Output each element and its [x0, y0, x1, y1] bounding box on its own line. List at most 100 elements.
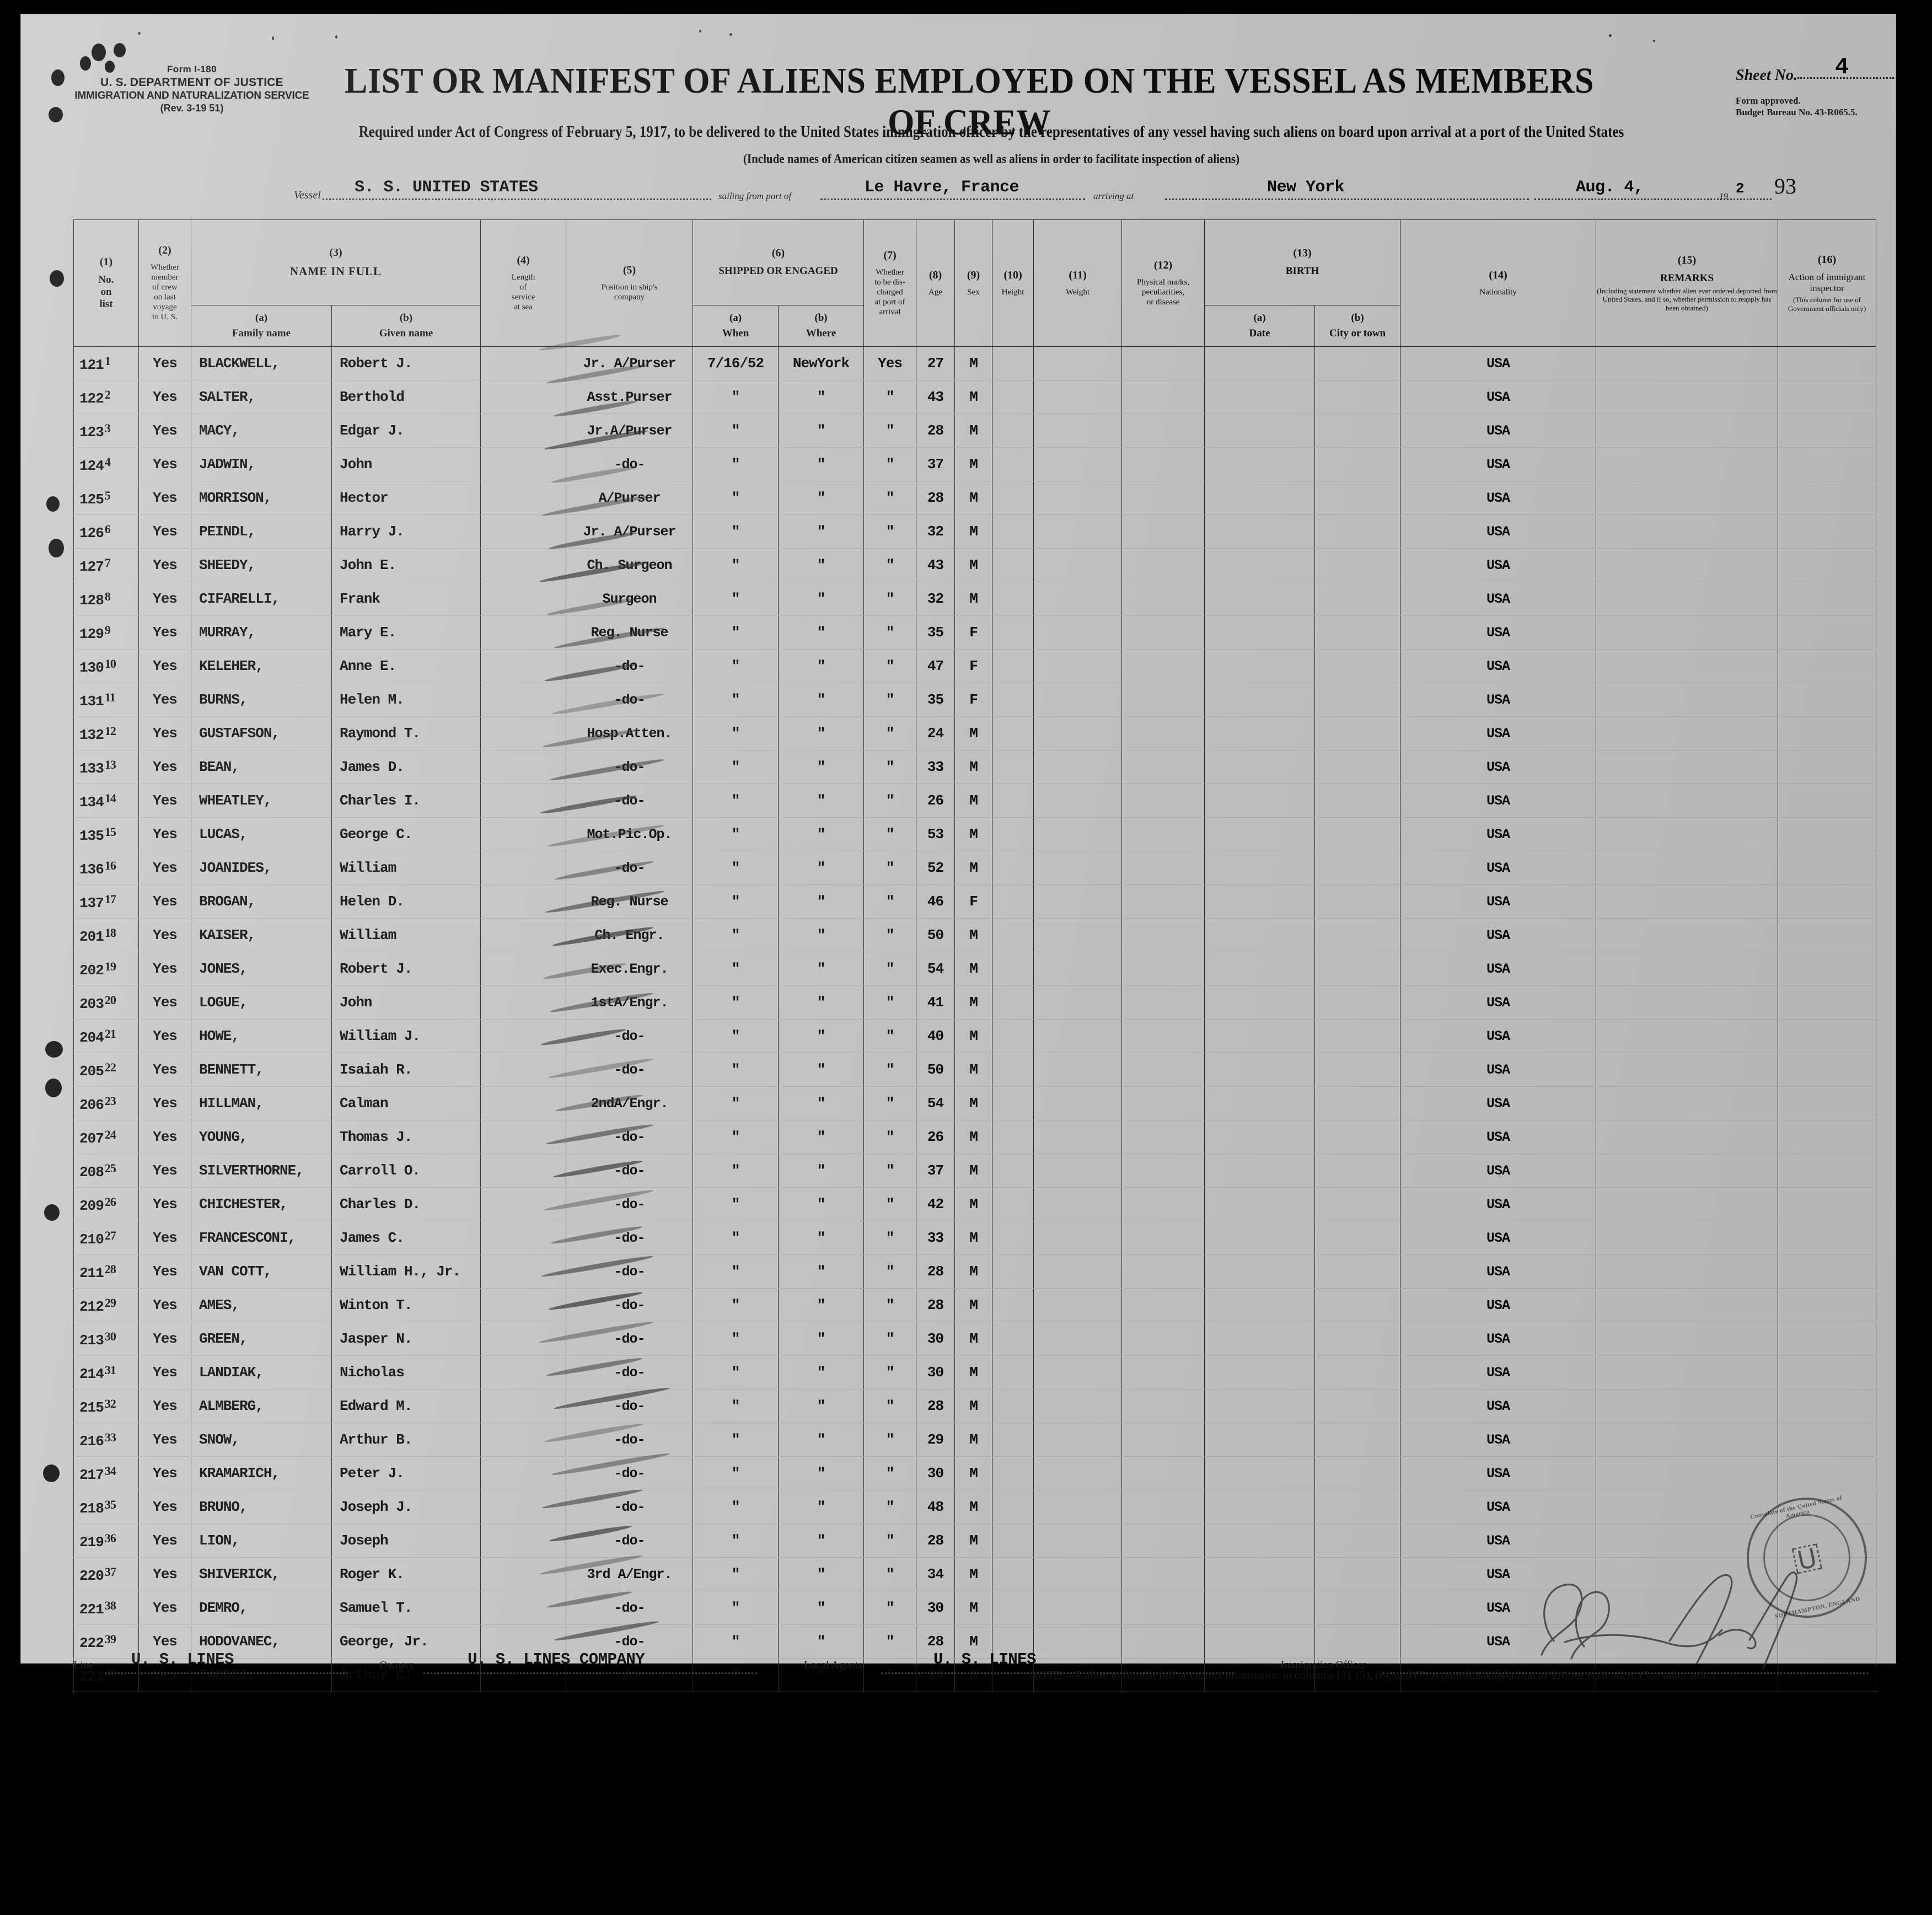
- cell-number: 22239: [73, 1624, 139, 1659]
- cell-sequence-number: 37: [104, 1564, 116, 1579]
- cell-position: -do-: [566, 1120, 694, 1154]
- cell-given-name: Raymond T.: [331, 716, 481, 750]
- col-header-crew-last-voyage: (2) Whether member of crew on last voyage to …: [138, 219, 191, 347]
- cell-shipped-where: ": [778, 380, 865, 414]
- cell-given-name: Samuel T.: [331, 1591, 481, 1625]
- cell-position: -do-: [566, 683, 694, 717]
- cell-number: 13515: [73, 817, 139, 851]
- cell-age: 33: [916, 1221, 956, 1255]
- cell-age: 30: [916, 1456, 956, 1490]
- cell-stamp-number: 223: [79, 1668, 104, 1685]
- col-header-given-name: (b) Given name: [331, 305, 481, 347]
- cell-crew-last-voyage: Yes: [138, 884, 191, 919]
- cell-length-of-service: [480, 716, 567, 750]
- cell-birth-city: [1314, 414, 1401, 448]
- col-sub-3a-label: Family name: [232, 328, 291, 339]
- cell-position: -do-: [566, 1355, 694, 1390]
- cell-position: Jr. A/Purser: [566, 514, 694, 549]
- agency-form-id: Form I-180 U. S. DEPARTMENT OF JUSTICE I…: [73, 64, 310, 114]
- cell-shipped-where: ": [778, 514, 865, 549]
- cell-number: 20522: [73, 1053, 139, 1087]
- cell-stamp-number: 213: [79, 1332, 104, 1349]
- cell-age: 24: [916, 1658, 956, 1692]
- cell-position: -do-: [566, 1322, 694, 1356]
- cell-sex: M: [954, 1221, 993, 1255]
- cell-weight: [1033, 514, 1123, 549]
- cell-discharge: ": [863, 1221, 917, 1255]
- col-sub-6b-label: Where: [806, 328, 836, 339]
- cell-family-name: BROGAN,: [191, 884, 332, 919]
- cell-crew-last-voyage: Yes: [138, 1624, 191, 1659]
- cell-nationality: USA: [1400, 481, 1597, 515]
- subtitle-statute: Required under Act of Congress of Februa…: [358, 124, 1624, 141]
- cell-birth-city: [1314, 1187, 1401, 1221]
- cell-remarks: [1596, 750, 1779, 784]
- cell-position: -do-: [566, 750, 694, 784]
- cell-given-name: Edgar J.: [331, 414, 481, 448]
- cell-birth-date: [1204, 649, 1316, 683]
- cell-inspector-action: [1778, 1154, 1876, 1188]
- cell-family-name: VAN COTT,: [191, 1254, 332, 1289]
- cell-discharge: ": [863, 1187, 917, 1221]
- cell-stamp-number: 203: [79, 995, 104, 1012]
- cell-physical-marks: [1121, 750, 1205, 784]
- cell-birth-city: [1314, 1490, 1401, 1524]
- ink-blot: [49, 539, 64, 557]
- cell-number: 21936: [73, 1524, 139, 1558]
- cell-shipped-where: ": [778, 414, 865, 448]
- cell-sex: M: [954, 1456, 993, 1490]
- cell-shipped-where: ": [778, 851, 865, 885]
- cell-nationality: USA: [1400, 1154, 1597, 1188]
- cell-nationality: USA: [1400, 1221, 1597, 1255]
- cell-number: 1222: [73, 380, 139, 414]
- col-sub-13a: (a): [1253, 312, 1266, 324]
- cell-stamp-number: 220: [79, 1567, 104, 1584]
- cell-age: 41: [916, 985, 956, 1020]
- cell-age: 27: [916, 346, 956, 380]
- cell-sex: M: [954, 1120, 993, 1154]
- cell-nationality: USA: [1400, 784, 1597, 818]
- cell-weight: [1033, 1557, 1123, 1591]
- cell-shipped-where: ": [778, 1019, 865, 1053]
- cell-length-of-service: [480, 1456, 567, 1490]
- cell-birth-city: [1314, 1288, 1401, 1322]
- table-row: 1211 Yes BLACKWELL, Robert J. Jr. A/Purser 7/…: [73, 346, 1876, 380]
- cell-crew-last-voyage: Yes: [138, 750, 191, 784]
- table-row: 20320 Yes LOGUE, John 1stA/Engr. " " " 41 M USA: [73, 985, 1876, 1020]
- cell-age: 33: [916, 750, 956, 784]
- table-row: 21532 Yes ALMBERG, Edward M. -do- " " " 28 M USA: [73, 1389, 1876, 1423]
- cell-given-name: Winton T.: [331, 1288, 481, 1322]
- cell-sequence-number: 19: [104, 959, 116, 973]
- cell-sex: M: [954, 1254, 993, 1289]
- cell-given-name: Peter J.: [331, 1456, 481, 1490]
- cell-birth-city: [1314, 985, 1401, 1020]
- cell-birth-city: [1314, 615, 1401, 650]
- cell-height: [992, 918, 1034, 952]
- cell-weight: [1033, 380, 1123, 414]
- cell-sequence-number: 22: [104, 1060, 116, 1074]
- cell-birth-date: [1204, 1490, 1316, 1524]
- cell-remarks: [1596, 346, 1779, 380]
- cell-discharge: ": [863, 1322, 917, 1356]
- cell-physical-marks: [1121, 918, 1205, 952]
- cell-sequence-number: 27: [104, 1228, 116, 1242]
- cell-crew-last-voyage: Yes: [138, 1456, 191, 1490]
- table-row: 1244 Yes JADWIN, John -do- " " " 37 M USA: [73, 447, 1876, 481]
- cell-sex: F: [954, 615, 993, 650]
- cell-birth-city: [1314, 1086, 1401, 1120]
- cell-nationality: USA: [1400, 1288, 1597, 1322]
- cell-position: -do-: [566, 1187, 694, 1221]
- cell-shipped-when: ": [693, 985, 779, 1020]
- cell-family-name: SNOW,: [191, 1423, 332, 1457]
- cell-crew-last-voyage: Yes: [138, 1221, 191, 1255]
- cell-weight: [1033, 582, 1123, 616]
- cell-crew-last-voyage: Yes: [138, 1423, 191, 1457]
- cell-sex: M: [954, 918, 993, 952]
- cell-birth-date: [1204, 1254, 1316, 1289]
- cell-shipped-when: ": [693, 1221, 779, 1255]
- cell-remarks: [1596, 952, 1779, 986]
- cell-nationality: USA: [1400, 649, 1597, 683]
- cell-height: [992, 952, 1034, 986]
- line-value: U. S. LINES: [131, 1650, 234, 1669]
- cell-shipped-where: ": [778, 952, 865, 986]
